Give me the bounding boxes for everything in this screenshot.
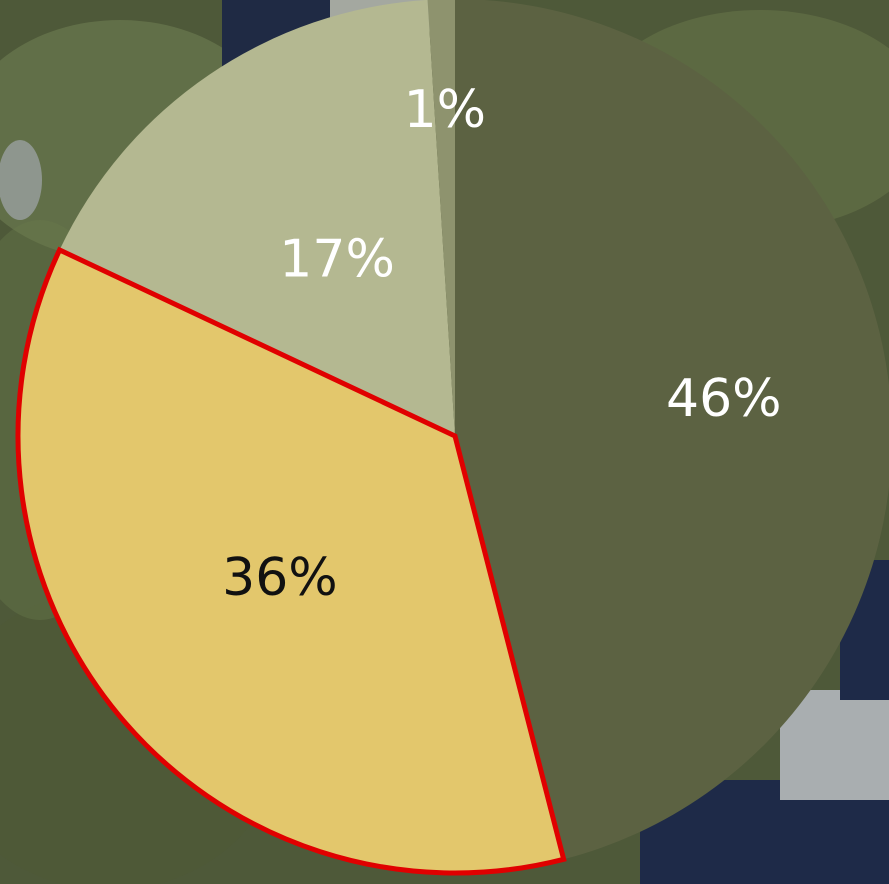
pie-slices	[15, 0, 889, 876]
pie-slice-1	[455, 0, 889, 860]
pie-slice-label-2: 36%	[222, 548, 338, 608]
pie-labels: 46% 36% 17% 1%	[222, 80, 781, 608]
pie-slice-label-1: 46%	[666, 369, 782, 429]
pie-slice-label-4: 1%	[404, 80, 487, 140]
pie-slice-3	[59, 0, 455, 436]
pie-slice-4	[427, 0, 455, 436]
pie-slice-2	[18, 249, 564, 873]
pie-slice-label-3: 17%	[279, 230, 395, 290]
highlight-outline	[15, 246, 567, 876]
